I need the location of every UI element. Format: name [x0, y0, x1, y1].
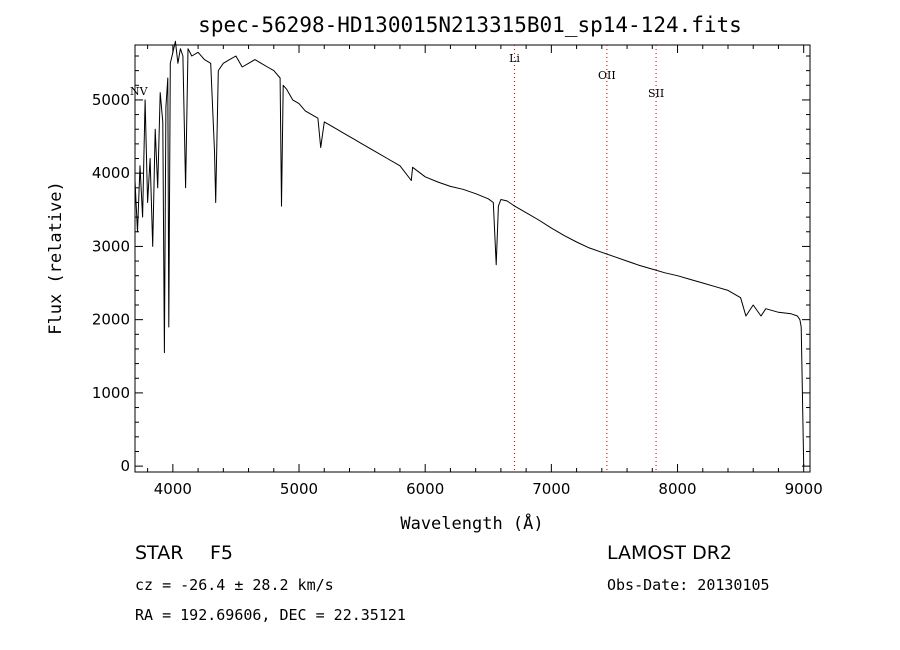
spectral-line-label: OII — [598, 69, 616, 82]
x-tick-label: 4000 — [154, 480, 192, 498]
y-tick-label: 3000 — [92, 237, 130, 255]
redshift-label: cz = -26.4 ± 28.2 km/s — [135, 576, 334, 594]
x-tick-label: 6000 — [406, 480, 444, 498]
x-axis: 4000 5000 6000 7000 8000 9000 — [147, 45, 823, 498]
spectral-line-label: NV — [130, 85, 149, 98]
spectral-line-label: SII — [648, 87, 664, 100]
obs-date-label: Obs-Date: 20130105 — [607, 576, 770, 594]
y-tick-label: 4000 — [92, 164, 130, 182]
survey-label: LAMOST DR2 — [607, 542, 732, 564]
y-tick-label: 1000 — [92, 384, 130, 402]
spectral-line-markers: NV Li OII SII — [130, 45, 664, 472]
x-tick-label: 5000 — [280, 480, 318, 498]
subclass-label: F5 — [210, 542, 233, 564]
coordinates-label: RA = 192.69606, DEC = 22.35121 — [135, 606, 406, 624]
spectrum-series — [134, 40, 805, 467]
y-axis: 0 1000 2000 3000 4000 5000 — [92, 55, 810, 475]
x-axis-label: Wavelength (Å) — [400, 512, 543, 534]
plot-frame — [134, 44, 811, 473]
spectrum-line — [134, 40, 805, 467]
x-tick-label: 9000 — [785, 480, 823, 498]
class-label: STAR — [135, 542, 183, 564]
y-tick-label: 2000 — [92, 311, 130, 329]
y-tick-label: 5000 — [92, 91, 130, 109]
chart-title: spec-56298-HD130015N213315B01_sp14-124.f… — [198, 13, 742, 37]
x-tick-label: 7000 — [532, 480, 570, 498]
spectral-line-label: Li — [509, 52, 520, 65]
x-tick-label: 8000 — [658, 480, 696, 498]
y-axis-label: Flux (relative) — [46, 181, 66, 335]
y-tick-label: 0 — [120, 457, 130, 475]
